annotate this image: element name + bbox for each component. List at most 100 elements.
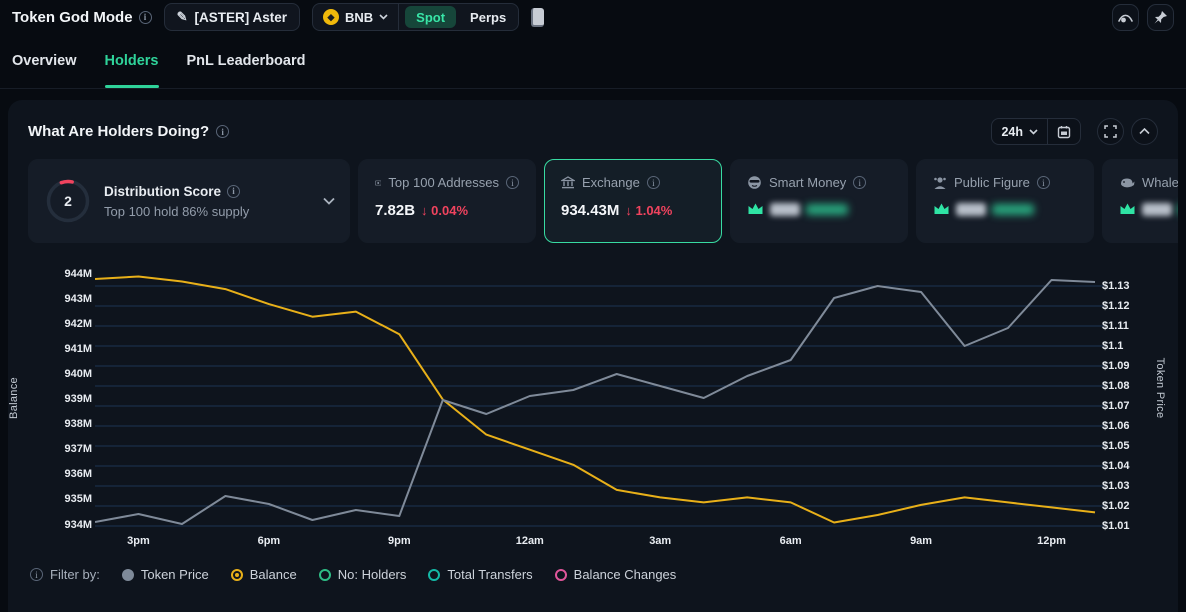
axis-tick: 3am xyxy=(649,535,672,547)
distribution-score-card[interactable]: 2 Distribution Score i Top 100 hold 86% … xyxy=(28,159,350,243)
metric-card-top100[interactable]: Top 100 Addresses i 7.82B ↓ 0.04% xyxy=(358,159,536,243)
score-value: 2 xyxy=(64,193,72,209)
metric-cards-row: 2 Distribution Score i Top 100 hold 86% … xyxy=(8,159,1178,243)
divider xyxy=(1047,119,1048,144)
axis-tick: $1.07 xyxy=(1102,399,1130,412)
axis-tick: $1.01 xyxy=(1102,519,1130,532)
radio-icon xyxy=(554,568,567,581)
filter-option-label: Balance Changes xyxy=(573,567,677,582)
axis-tick: 944M xyxy=(64,267,92,280)
timeframe-dropdown[interactable]: 24h xyxy=(992,125,1047,139)
filter-balance-changes[interactable]: Balance Changes xyxy=(554,567,677,582)
score-gauge: 2 xyxy=(45,178,91,224)
filter-option-label: Total Transfers xyxy=(447,567,533,582)
masked-value xyxy=(956,202,986,216)
masked-change xyxy=(806,203,848,215)
spot-tab[interactable]: Spot xyxy=(405,6,457,28)
filter-row: i Filter by: Token Price Balance No: Hol… xyxy=(8,554,1178,582)
axis-tick: 938M xyxy=(64,418,92,431)
filter-no-holders[interactable]: No: Holders xyxy=(318,567,407,582)
eye-icon xyxy=(1118,14,1133,22)
pin-button[interactable] xyxy=(1147,3,1174,31)
calendar-icon xyxy=(1057,125,1071,138)
filter-option-label: No: Holders xyxy=(337,567,407,582)
metric-label: Public Figure xyxy=(954,175,1030,190)
chevron-down-icon xyxy=(1029,128,1038,135)
metric-card-exchange[interactable]: Exchange i 934.43M ↓ 1.04% xyxy=(544,159,722,243)
metric-card-public-figure[interactable]: Public Figure i xyxy=(916,159,1094,243)
topbar: Token God Mode i ✎ [ASTER] Aster ◆ BNB S… xyxy=(0,0,1186,34)
info-icon[interactable]: i xyxy=(216,125,230,138)
axis-tick: 941M xyxy=(64,342,92,355)
metric-label: Exchange xyxy=(582,175,640,190)
perps-label: Perps xyxy=(470,9,507,25)
banknote-icon xyxy=(375,180,382,185)
metric-card-smart-money[interactable]: Smart Money i xyxy=(730,159,908,243)
axis-tick: 943M xyxy=(64,292,92,305)
axis-tick: $1.1 xyxy=(1102,339,1124,352)
distribution-text: Distribution Score i Top 100 hold 86% su… xyxy=(104,184,310,219)
calendar-button[interactable] xyxy=(1048,119,1080,144)
perps-tab[interactable]: Perps xyxy=(458,10,518,25)
panel-title: What Are Holders Doing? xyxy=(28,123,210,140)
tab-overview[interactable]: Overview xyxy=(12,34,77,88)
timeframe-value: 24h xyxy=(1001,124,1023,139)
holders-panel: What Are Holders Doing? i 24h xyxy=(8,100,1178,612)
bank-icon xyxy=(561,176,575,189)
filter-option-label: Token Price xyxy=(140,567,209,582)
info-icon[interactable]: i xyxy=(1036,176,1050,189)
panel-header: What Are Holders Doing? i 24h xyxy=(8,100,1178,145)
axis-tick: 936M xyxy=(64,468,92,481)
topbar-actions xyxy=(1112,3,1174,31)
filter-total-transfers[interactable]: Total Transfers xyxy=(428,567,533,582)
expand-icon xyxy=(1104,125,1117,138)
public-figure-icon xyxy=(934,176,946,189)
phone-icon[interactable] xyxy=(531,7,545,27)
tab-pnl-leaderboard[interactable]: PnL Leaderboard xyxy=(187,34,306,88)
smart-money-icon xyxy=(748,176,761,189)
crown-icon xyxy=(934,203,949,214)
fullscreen-button[interactable] xyxy=(1097,118,1124,145)
series-balance xyxy=(95,275,1096,524)
filter-label: Filter by: xyxy=(50,567,100,582)
metric-change: ↓ 0.04% xyxy=(421,203,469,218)
info-icon[interactable]: i xyxy=(30,568,43,581)
collapse-button[interactable] xyxy=(1131,118,1158,145)
axis-tick: $1.06 xyxy=(1102,419,1130,432)
holders-chart: Balance Token Price 944M 943M 942M 941M 940M… xyxy=(8,254,1178,554)
axis-tick: 12pm xyxy=(1037,535,1066,547)
metric-label: Whale xyxy=(1142,175,1178,190)
app-title-group: Token God Mode i xyxy=(12,9,152,26)
watch-button[interactable] xyxy=(1112,3,1139,31)
crown-icon xyxy=(1120,203,1135,214)
series-token-price xyxy=(95,279,1096,525)
info-icon[interactable]: i xyxy=(853,176,867,189)
metric-label: Top 100 Addresses xyxy=(388,175,499,190)
axis-tick: 6pm xyxy=(257,535,281,547)
chevron-up-icon xyxy=(1139,128,1150,135)
filter-label-group: i Filter by: xyxy=(30,567,100,582)
chart-plot xyxy=(95,275,1103,527)
token-selector[interactable]: ✎ [ASTER] Aster xyxy=(163,3,300,31)
chain-dropdown[interactable]: ◆ BNB xyxy=(313,4,398,30)
metric-value: 934.43M xyxy=(561,202,620,219)
tab-holders[interactable]: Holders xyxy=(104,34,159,88)
axis-tick: 6am xyxy=(779,535,802,547)
metric-label: Smart Money xyxy=(769,175,847,190)
radio-icon xyxy=(318,568,331,581)
info-icon[interactable]: i xyxy=(227,184,241,198)
info-icon[interactable]: i xyxy=(646,176,660,189)
radio-icon xyxy=(428,568,441,581)
filter-token-price[interactable]: Token Price xyxy=(121,567,209,582)
market-selector-group: ◆ BNB Spot Perps xyxy=(311,3,520,31)
tab-label: PnL Leaderboard xyxy=(186,53,306,69)
metric-card-whale[interactable]: Whale i xyxy=(1102,159,1178,243)
axis-tick: $1.03 xyxy=(1102,479,1130,492)
info-icon[interactable]: i xyxy=(138,10,152,24)
axis-tick: $1.08 xyxy=(1102,379,1130,392)
chain-label: BNB xyxy=(344,9,374,25)
info-icon[interactable]: i xyxy=(506,176,519,189)
filter-balance[interactable]: Balance xyxy=(230,567,297,582)
tab-label: Holders xyxy=(104,53,159,69)
axis-tick: 9pm xyxy=(388,535,411,547)
